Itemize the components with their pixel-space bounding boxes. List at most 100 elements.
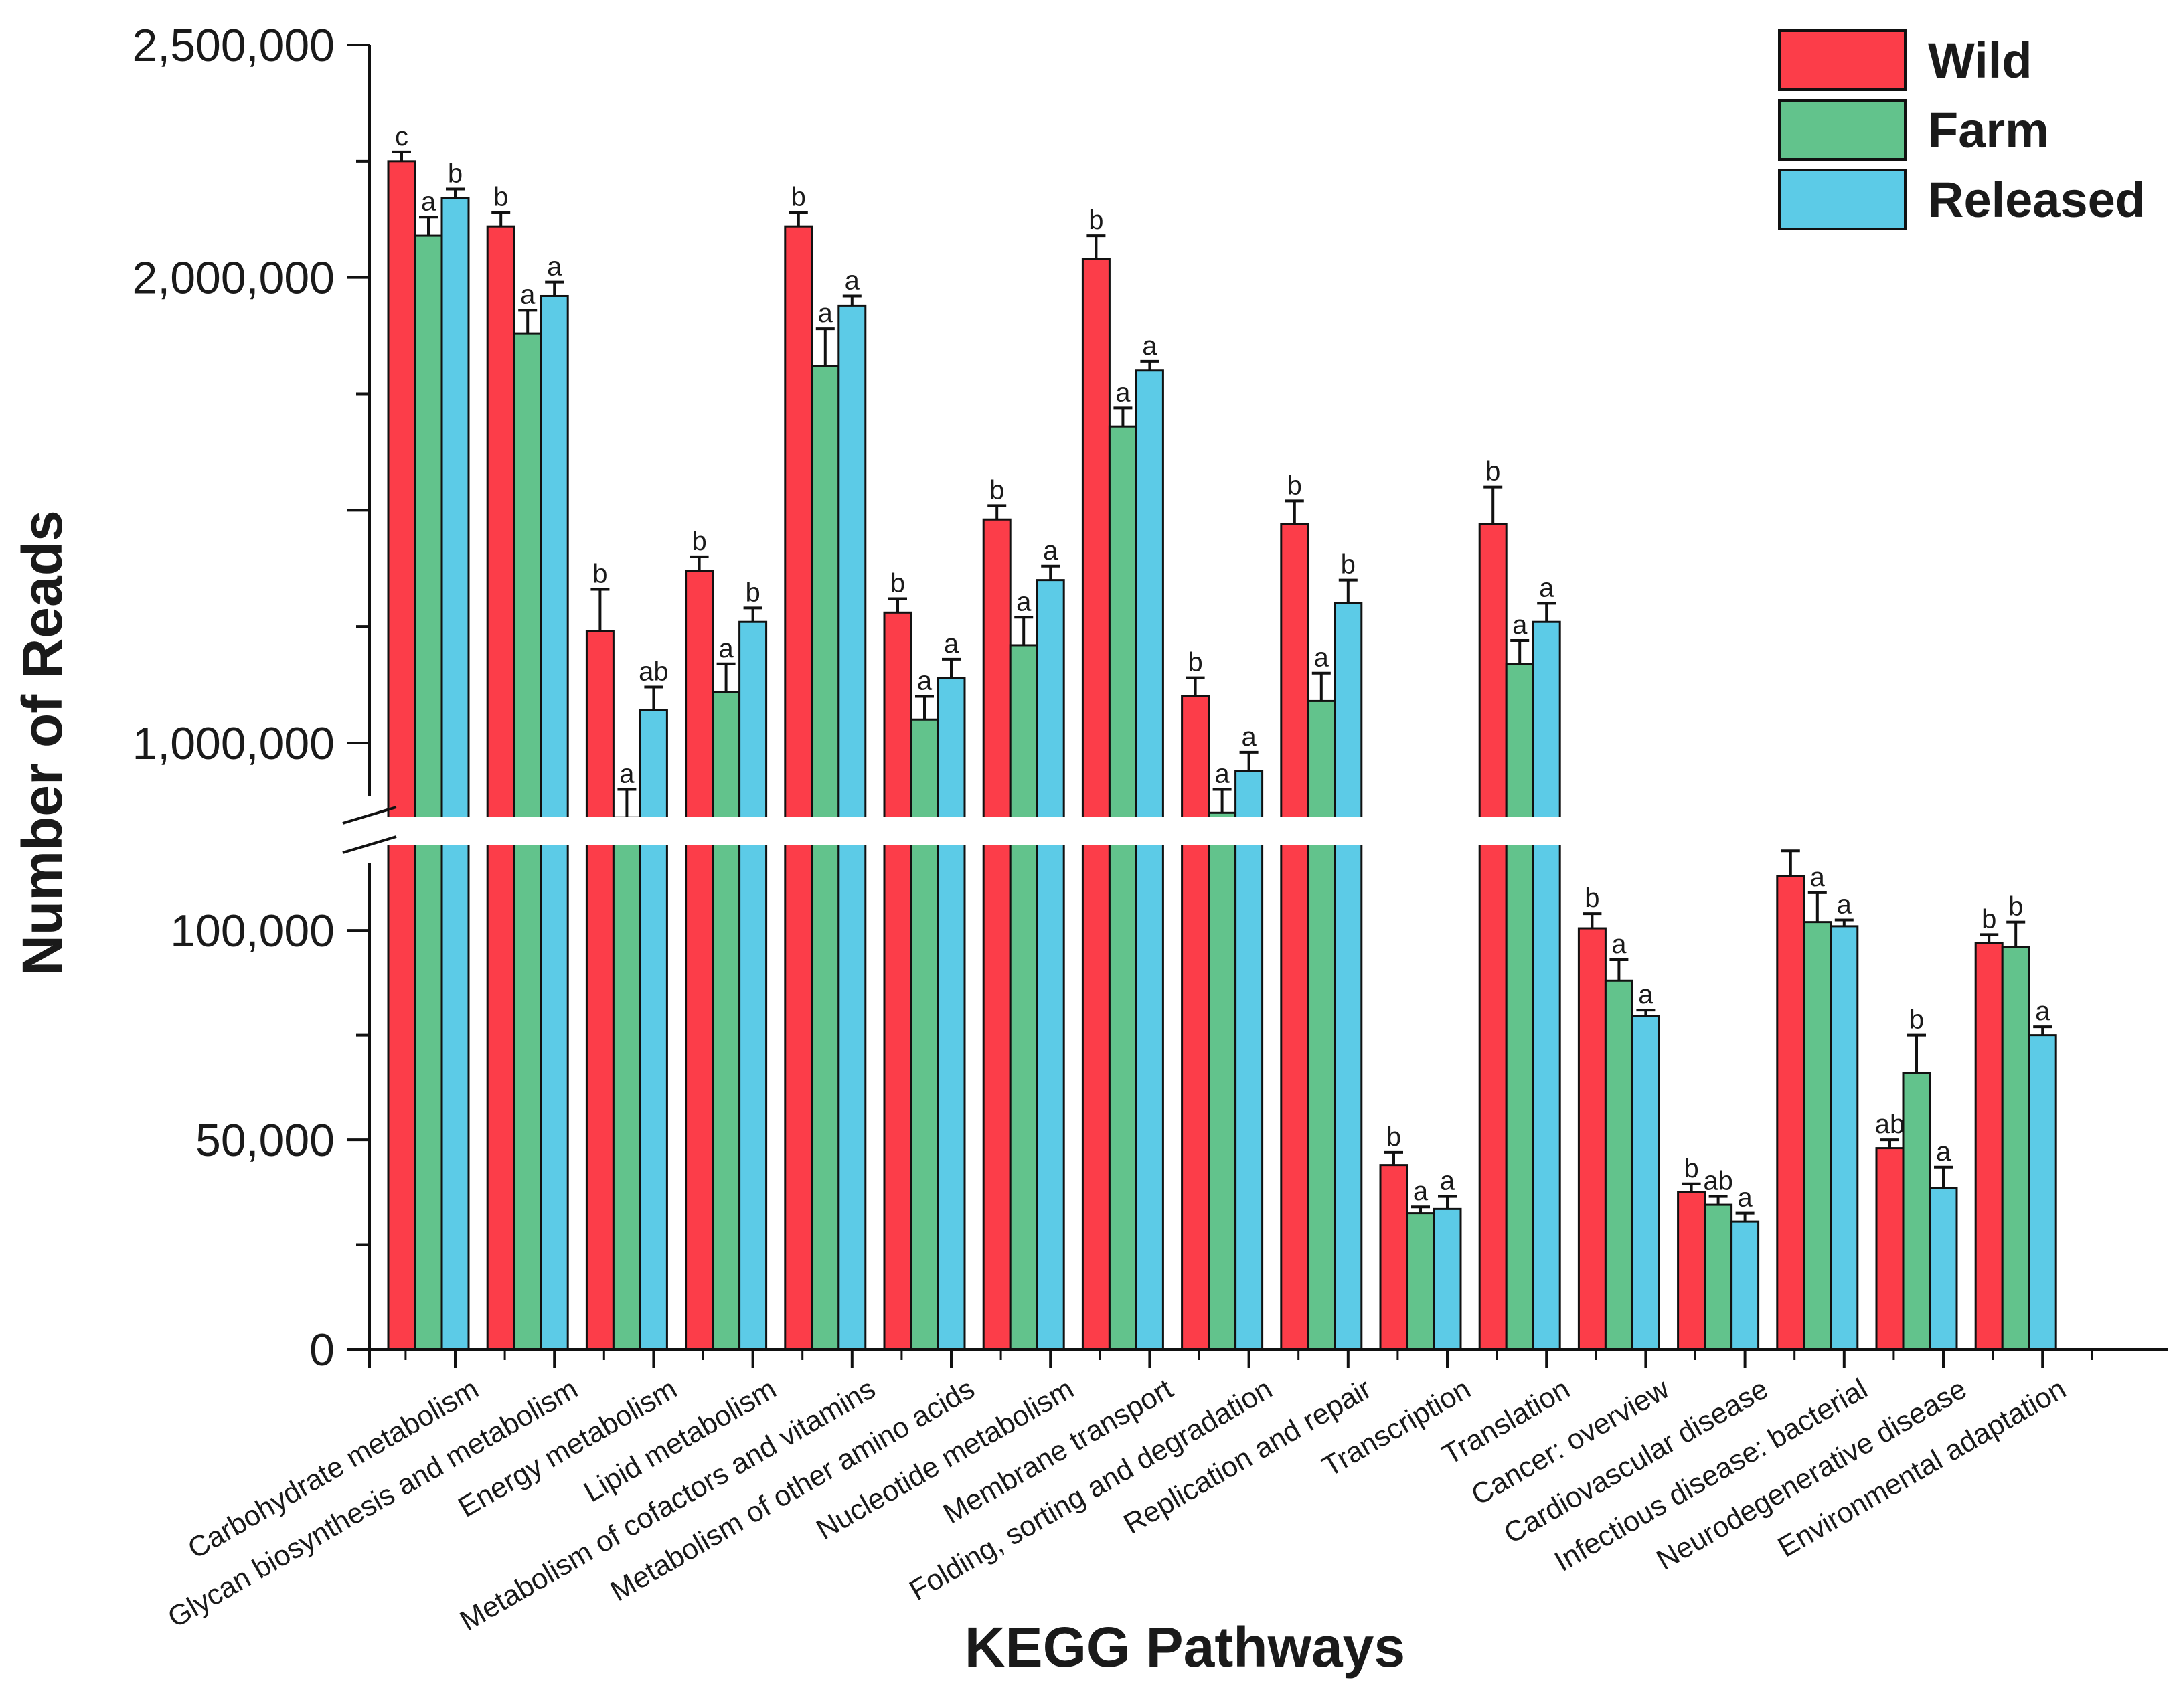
bar: [2001, 946, 2030, 1351]
bar: [1181, 695, 1210, 1351]
bar: [440, 197, 470, 1351]
bar: [784, 225, 813, 1351]
bar: [1631, 1015, 1660, 1351]
significance-label: a: [1115, 377, 1131, 407]
bar: [1433, 1207, 1462, 1351]
significance-label: b: [2008, 892, 2023, 922]
bar: [712, 691, 741, 1351]
bar: [585, 630, 615, 1351]
legend-swatch: [1778, 169, 1907, 230]
significance-label: a: [944, 629, 959, 659]
significance-label: a: [520, 280, 536, 309]
significance-label: a: [1539, 573, 1554, 602]
bar: [738, 620, 768, 1351]
bar: [1677, 1191, 1706, 1351]
significance-label: a: [1737, 1183, 1753, 1213]
bar: [486, 225, 515, 1351]
bar: [1135, 369, 1164, 1351]
bar: [387, 160, 416, 1351]
x-axis-title: KEGG Pathways: [965, 1616, 1405, 1679]
significance-label: b: [1287, 471, 1302, 500]
significance-label: b: [989, 475, 1004, 505]
legend-swatch: [1778, 29, 1907, 91]
bar: [1009, 644, 1038, 1351]
significance-label: a: [1611, 930, 1627, 959]
significance-label: b: [592, 560, 607, 589]
bar: [883, 611, 912, 1351]
bar: [937, 677, 966, 1351]
significance-label: b: [1341, 550, 1356, 580]
y-tick-label: 100,000: [170, 906, 335, 956]
bar: [1234, 770, 1264, 1351]
significance-label: a: [818, 298, 833, 328]
bar: [1208, 811, 1237, 1351]
significance-label: b: [791, 182, 806, 211]
y-tick-label: 50,000: [195, 1115, 335, 1166]
bar: [1081, 258, 1111, 1351]
significance-label: a: [1638, 980, 1653, 1009]
bar: [1974, 942, 2004, 1351]
axes-layer: [342, 45, 2168, 1368]
bar: [1830, 925, 1859, 1351]
significance-label: b: [1188, 648, 1202, 677]
bar: [1730, 1220, 1760, 1351]
y-tick-label: 2,000,000: [132, 253, 335, 304]
bar: [1280, 523, 1309, 1351]
significance-label: a: [718, 634, 734, 663]
significance-label: a: [547, 252, 562, 282]
legend: Wild Farm Released: [1778, 29, 2146, 230]
significance-label: b: [1684, 1154, 1698, 1183]
significance-label: ab: [1875, 1110, 1905, 1139]
bar: [910, 718, 939, 1351]
bar: [1334, 602, 1363, 1351]
bar: [1108, 425, 1137, 1351]
significance-label: b: [1088, 205, 1103, 235]
bar: [1532, 620, 1561, 1351]
significance-label: a: [619, 760, 635, 789]
legend-label: Released: [1928, 172, 2146, 228]
significance-label: a: [1142, 331, 1157, 361]
bar: [1406, 1212, 1435, 1351]
significance-label: b: [692, 527, 706, 556]
significance-label: a: [2035, 997, 2050, 1026]
significance-label: a: [1016, 587, 1032, 616]
bar: [1307, 699, 1336, 1351]
significance-label: b: [1386, 1122, 1401, 1152]
bar: [414, 234, 443, 1351]
legend-swatch: [1778, 99, 1907, 161]
legend-label: Farm: [1928, 102, 2049, 158]
significance-label: a: [1810, 863, 1826, 892]
significance-label: b: [890, 568, 905, 598]
significance-label: b: [1485, 457, 1500, 487]
bar: [1478, 523, 1508, 1351]
significance-label: a: [1314, 643, 1329, 673]
significance-label: b: [448, 159, 463, 189]
bar: [1577, 927, 1607, 1351]
y-axis-title: Number of Reads: [11, 510, 74, 975]
bar: [1505, 663, 1534, 1351]
axis-break-mark: [342, 806, 397, 825]
bar: [1704, 1203, 1733, 1351]
significance-label: a: [1512, 610, 1528, 640]
bar: [1604, 979, 1633, 1351]
y-tick-label: 1,000,000: [132, 718, 335, 769]
significance-label: a: [1043, 536, 1058, 566]
bar: [1776, 875, 1805, 1351]
significance-label: a: [845, 266, 860, 295]
significance-label: b: [745, 578, 760, 607]
significance-label: a: [1440, 1167, 1455, 1196]
significance-label: c: [395, 122, 408, 151]
significance-label: b: [1585, 883, 1599, 913]
bar: [612, 816, 641, 1351]
significance-label: a: [1214, 760, 1230, 789]
significance-label: b: [1982, 904, 1996, 934]
significance-label: b: [1909, 1005, 1924, 1035]
significance-label: ab: [1703, 1167, 1733, 1196]
ticks-layer: 0 50,000 100,000 1,000,000 2,000,000 2,500,00…: [132, 20, 2093, 1375]
significance-label: a: [917, 666, 933, 695]
significance-label: ab: [639, 657, 669, 687]
bar: [1379, 1164, 1408, 1351]
significance-label: a: [1241, 722, 1257, 752]
